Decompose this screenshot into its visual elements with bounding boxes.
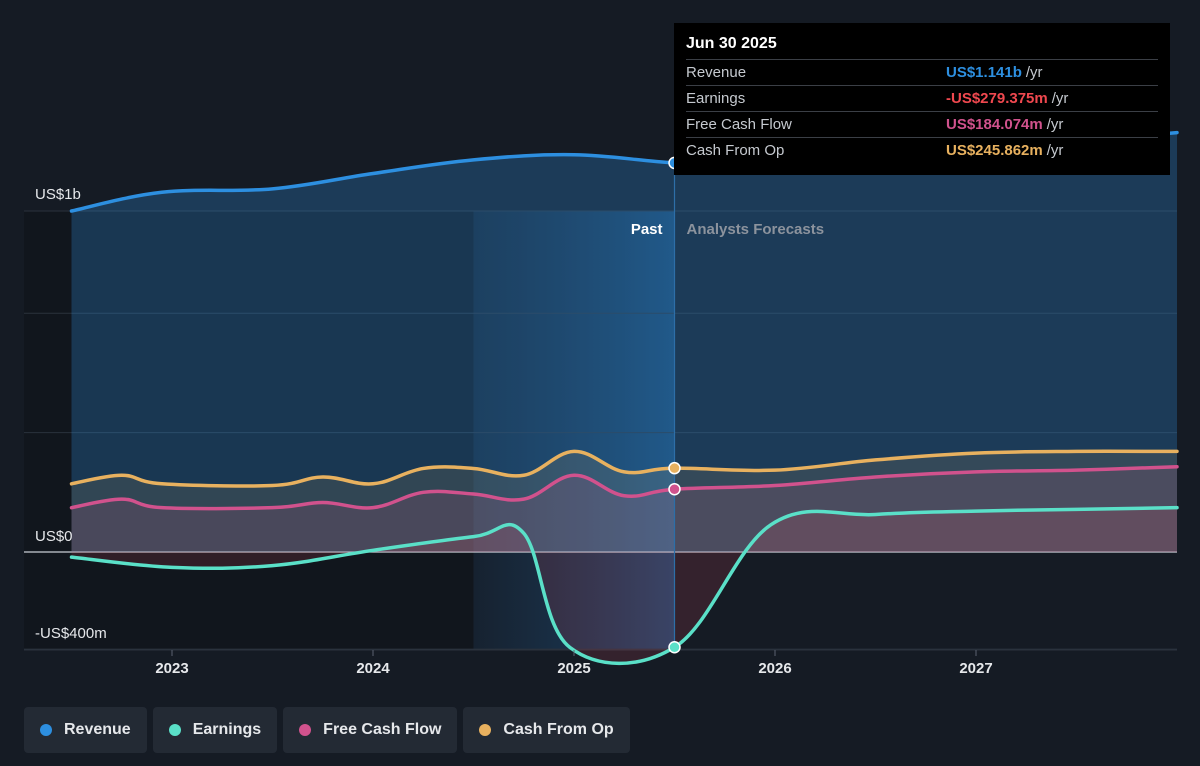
- tooltip-unit: /yr: [1051, 90, 1069, 107]
- tooltip-row-revenue: Revenue US$1.141b /yr: [686, 59, 1158, 85]
- series-line-free-cash-flow: [69, 465, 1179, 511]
- y-tick-label: -US$400m: [35, 625, 107, 642]
- past-label: Past: [631, 221, 663, 238]
- legend-item-earnings[interactable]: Earnings: [152, 707, 278, 753]
- marker-cash-from-op: [668, 461, 681, 475]
- axis-labels: US$1b US$0 -US$400m 2023 2024 2025 2026 2027: [35, 186, 993, 677]
- earnings-dot-icon: [168, 724, 181, 736]
- revenue-dot-icon: [40, 724, 52, 736]
- legend-label: Revenue: [64, 721, 131, 738]
- legend: Revenue Earnings Free Cash Flow Cash Fro…: [24, 707, 630, 753]
- divider-markers: Past Analysts Forecasts: [631, 156, 825, 654]
- y-tick-label: US$0: [35, 528, 73, 545]
- legend-item-cash-from-op[interactable]: Cash From Op: [463, 707, 630, 753]
- series-line-cash-from-op: [69, 449, 1179, 488]
- tooltip-value: US$1.141b: [946, 64, 1022, 81]
- tooltip-unit: /yr: [1025, 64, 1043, 81]
- legend-label: Cash From Op: [503, 721, 614, 738]
- tooltip-value: -US$279.375m: [946, 90, 1048, 107]
- cash-from-op-dot-icon: [479, 724, 492, 736]
- x-tick-label: 2027: [959, 660, 992, 677]
- legend-label: Free Cash Flow: [323, 721, 442, 738]
- x-tick-label: 2025: [557, 660, 590, 677]
- x-tick-label: 2026: [758, 660, 791, 677]
- forecast-label: Analysts Forecasts: [687, 221, 825, 238]
- tooltip-row-fcf: Free Cash Flow US$184.074m /yr: [686, 111, 1158, 137]
- tooltip-label: Revenue: [686, 64, 747, 81]
- legend-label: Earnings: [192, 721, 262, 738]
- tooltip-unit: /yr: [1046, 142, 1064, 159]
- legend-item-revenue[interactable]: Revenue: [24, 707, 147, 753]
- tooltip-panel: Jun 30 2025 Revenue US$1.141b /yr Earnin…: [674, 23, 1170, 175]
- highlight-band: [473, 211, 675, 650]
- series-area-0: [71, 132, 1177, 552]
- x-tick-label: 2023: [155, 660, 188, 677]
- tooltip-value: US$184.074m: [946, 116, 1043, 133]
- free-cash-flow-dot-icon: [299, 724, 312, 736]
- tooltip-date: Jun 30 2025: [686, 35, 777, 52]
- tooltip-row-cfo: Cash From Op US$245.862m /yr: [686, 137, 1158, 163]
- tooltip-label: Cash From Op: [686, 142, 785, 159]
- grid: [24, 210, 1177, 651]
- series-area-2: [71, 466, 1177, 552]
- series-area-1: [71, 507, 1177, 664]
- legend-item-free-cash-flow[interactable]: Free Cash Flow: [283, 707, 458, 753]
- tooltip-label: Free Cash Flow: [686, 116, 792, 133]
- y-tick-label: US$1b: [35, 186, 81, 203]
- tooltip-label: Earnings: [686, 90, 746, 107]
- tooltip-row-earnings: Earnings -US$279.375m /yr: [686, 85, 1158, 111]
- marker-free-cash-flow: [668, 482, 681, 496]
- tooltip-value: US$245.862m: [946, 142, 1043, 159]
- marker-earnings: [668, 641, 681, 654]
- x-tick-label: 2024: [356, 660, 390, 677]
- tooltip-unit: /yr: [1046, 116, 1064, 133]
